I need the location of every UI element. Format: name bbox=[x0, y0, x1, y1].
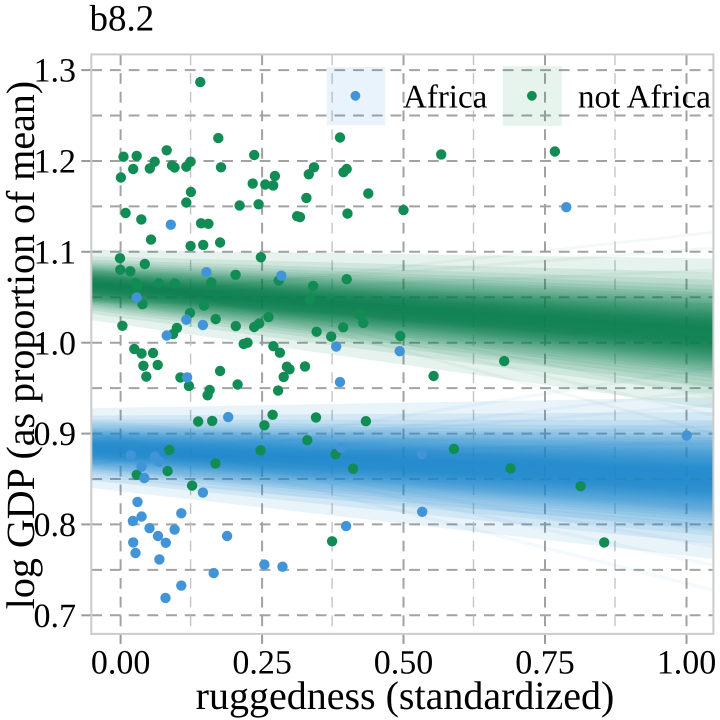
svg-text:b8.2: b8.2 bbox=[90, 0, 155, 40]
svg-text:1.2: 1.2 bbox=[34, 144, 77, 181]
svg-text:0.7: 0.7 bbox=[34, 598, 77, 635]
svg-text:0.25: 0.25 bbox=[232, 645, 292, 682]
svg-text:not Africa: not Africa bbox=[578, 80, 711, 116]
svg-text:ruggedness (standardized): ruggedness (standardized) bbox=[196, 673, 615, 718]
svg-text:0.75: 0.75 bbox=[515, 645, 575, 682]
svg-text:0.50: 0.50 bbox=[374, 645, 434, 682]
svg-text:log GDP (as proportion of mean: log GDP (as proportion of mean) bbox=[0, 81, 43, 609]
svg-text:1.3: 1.3 bbox=[34, 53, 77, 90]
svg-text:1.1: 1.1 bbox=[34, 234, 77, 271]
svg-text:Africa: Africa bbox=[403, 80, 488, 116]
svg-text:0.9: 0.9 bbox=[34, 416, 77, 453]
svg-text:1.00: 1.00 bbox=[657, 645, 717, 682]
svg-text:0.00: 0.00 bbox=[91, 645, 151, 682]
svg-text:1.0: 1.0 bbox=[34, 325, 77, 362]
svg-text:0.8: 0.8 bbox=[34, 507, 77, 544]
